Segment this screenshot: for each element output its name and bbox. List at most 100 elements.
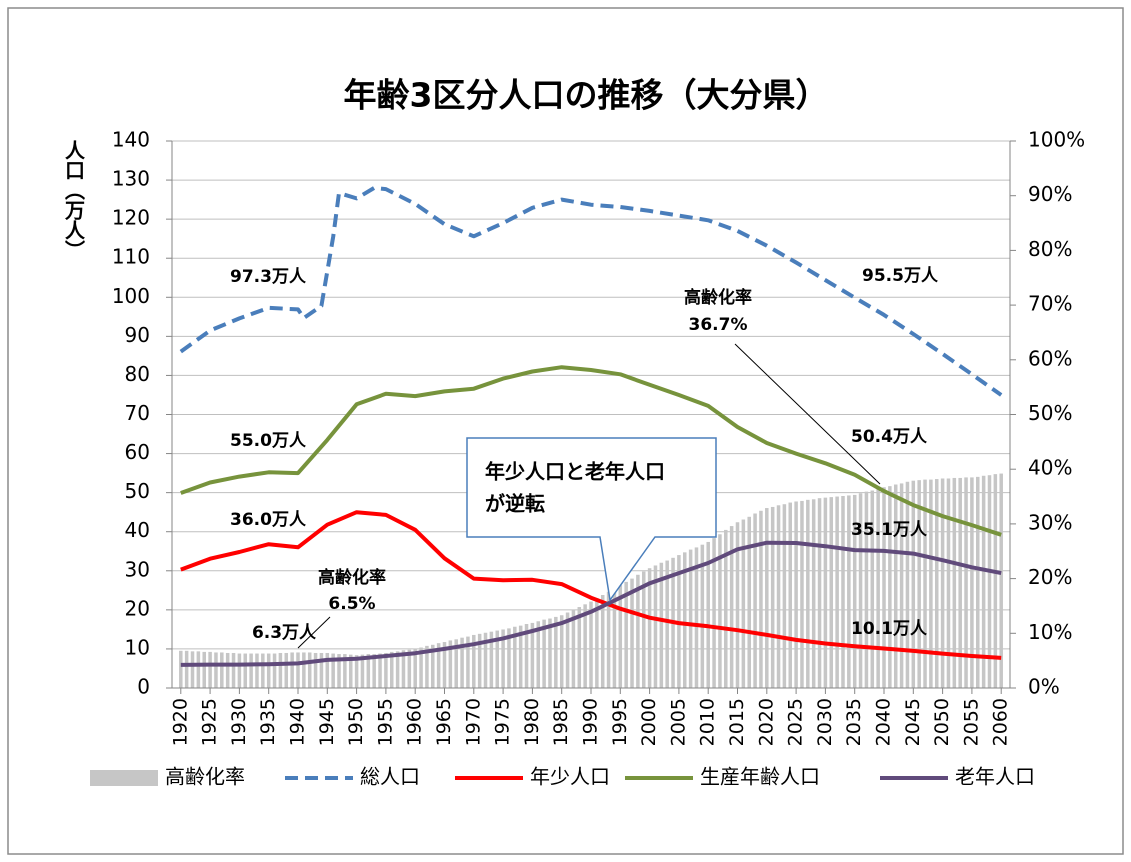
annotation: 55.0万人 xyxy=(230,431,307,451)
y-tick-label: 130 xyxy=(112,167,150,191)
bar xyxy=(776,505,781,688)
bar xyxy=(202,651,206,688)
y2-tick-label: 40% xyxy=(1028,456,1072,480)
bar xyxy=(565,612,570,688)
bar xyxy=(284,652,289,688)
bar xyxy=(331,653,335,688)
chart-frame xyxy=(7,7,1124,855)
bar xyxy=(313,652,318,688)
x-tick-label: 1950 xyxy=(345,698,367,746)
x-tick-label: 1925 xyxy=(199,698,221,746)
bar xyxy=(431,644,435,688)
chart-title: 年齢3区分人口の推移（大分県） xyxy=(344,76,829,115)
bar xyxy=(307,652,312,688)
y-tick-label: 90 xyxy=(125,323,150,347)
bar xyxy=(325,652,330,688)
bar xyxy=(413,648,417,688)
bar xyxy=(483,632,488,688)
bar xyxy=(472,634,476,688)
bar xyxy=(870,490,875,688)
bar xyxy=(683,552,687,688)
bar xyxy=(811,499,816,688)
leader-line xyxy=(734,343,881,485)
annotation: 6.5% xyxy=(328,594,375,614)
bar xyxy=(477,633,482,688)
bar xyxy=(970,477,974,688)
bar xyxy=(489,631,494,688)
bar xyxy=(724,529,728,688)
bar xyxy=(659,562,664,688)
bar xyxy=(636,574,640,688)
x-tick-label: 2010 xyxy=(697,698,719,746)
bar xyxy=(495,630,499,688)
y2-tick-label: 10% xyxy=(1028,620,1072,644)
bar xyxy=(272,653,277,688)
bar xyxy=(378,653,382,688)
bar xyxy=(929,479,933,688)
bar xyxy=(700,544,705,688)
y-tick-label: 70 xyxy=(125,401,150,425)
annotation: 97.3万人 xyxy=(230,267,307,287)
bar xyxy=(624,581,628,688)
bar xyxy=(923,479,927,688)
bar xyxy=(765,508,769,688)
bar xyxy=(302,652,306,688)
bar xyxy=(665,560,669,688)
bar xyxy=(407,649,412,688)
bar xyxy=(981,475,986,688)
x-tick-label: 1990 xyxy=(580,698,602,746)
bar xyxy=(829,497,834,688)
bar xyxy=(852,494,857,688)
annotation: 高齢化率 xyxy=(318,567,386,588)
bar xyxy=(976,476,980,688)
annotation: 95.5万人 xyxy=(862,266,939,286)
bar xyxy=(858,493,863,688)
legend-label: 総人口 xyxy=(360,765,420,789)
bar xyxy=(905,481,910,688)
y-tick-label: 140 xyxy=(112,128,150,152)
bar xyxy=(641,571,646,688)
bar xyxy=(220,652,224,688)
y-tick-label: 20 xyxy=(125,596,150,620)
bar xyxy=(243,653,248,688)
bar xyxy=(747,516,751,688)
y-tick-label: 30 xyxy=(125,557,150,581)
y2-tick-label: 30% xyxy=(1028,510,1072,534)
x-tick-label: 2005 xyxy=(667,698,689,746)
y-tick-label: 10 xyxy=(125,635,150,659)
y2-tick-label: 100% xyxy=(1028,128,1085,152)
bar xyxy=(401,650,406,688)
bar xyxy=(893,484,898,688)
bar xyxy=(261,653,265,688)
legend-label: 生産年齢人口 xyxy=(700,765,820,789)
bar xyxy=(466,636,470,688)
bar xyxy=(806,499,810,688)
annotation: 50.4万人 xyxy=(851,427,928,447)
x-tick-label: 2040 xyxy=(873,698,895,746)
x-tick-label: 2000 xyxy=(638,698,660,746)
y-tick-label: 110 xyxy=(112,245,150,269)
callout-text: が逆転 xyxy=(485,492,545,516)
bar xyxy=(571,609,576,688)
legend-label: 老年人口 xyxy=(955,765,1035,789)
callout-text: 年少人口と老年人口 xyxy=(485,460,665,484)
bar xyxy=(589,601,593,688)
x-tick-label: 1970 xyxy=(462,698,484,746)
bar xyxy=(782,504,787,688)
bar xyxy=(419,647,423,688)
bar xyxy=(911,480,916,688)
bar xyxy=(794,501,798,688)
y2-tick-label: 70% xyxy=(1028,292,1072,316)
line-series xyxy=(180,365,1002,537)
annotation: 高齢化率 xyxy=(684,287,752,308)
bar xyxy=(319,652,324,688)
bar xyxy=(888,486,892,688)
bar xyxy=(179,650,183,688)
legend-swatch xyxy=(90,770,158,786)
bar xyxy=(249,653,253,688)
bar xyxy=(600,595,605,688)
bar xyxy=(395,651,400,688)
bar xyxy=(337,654,341,688)
bar xyxy=(647,568,652,688)
